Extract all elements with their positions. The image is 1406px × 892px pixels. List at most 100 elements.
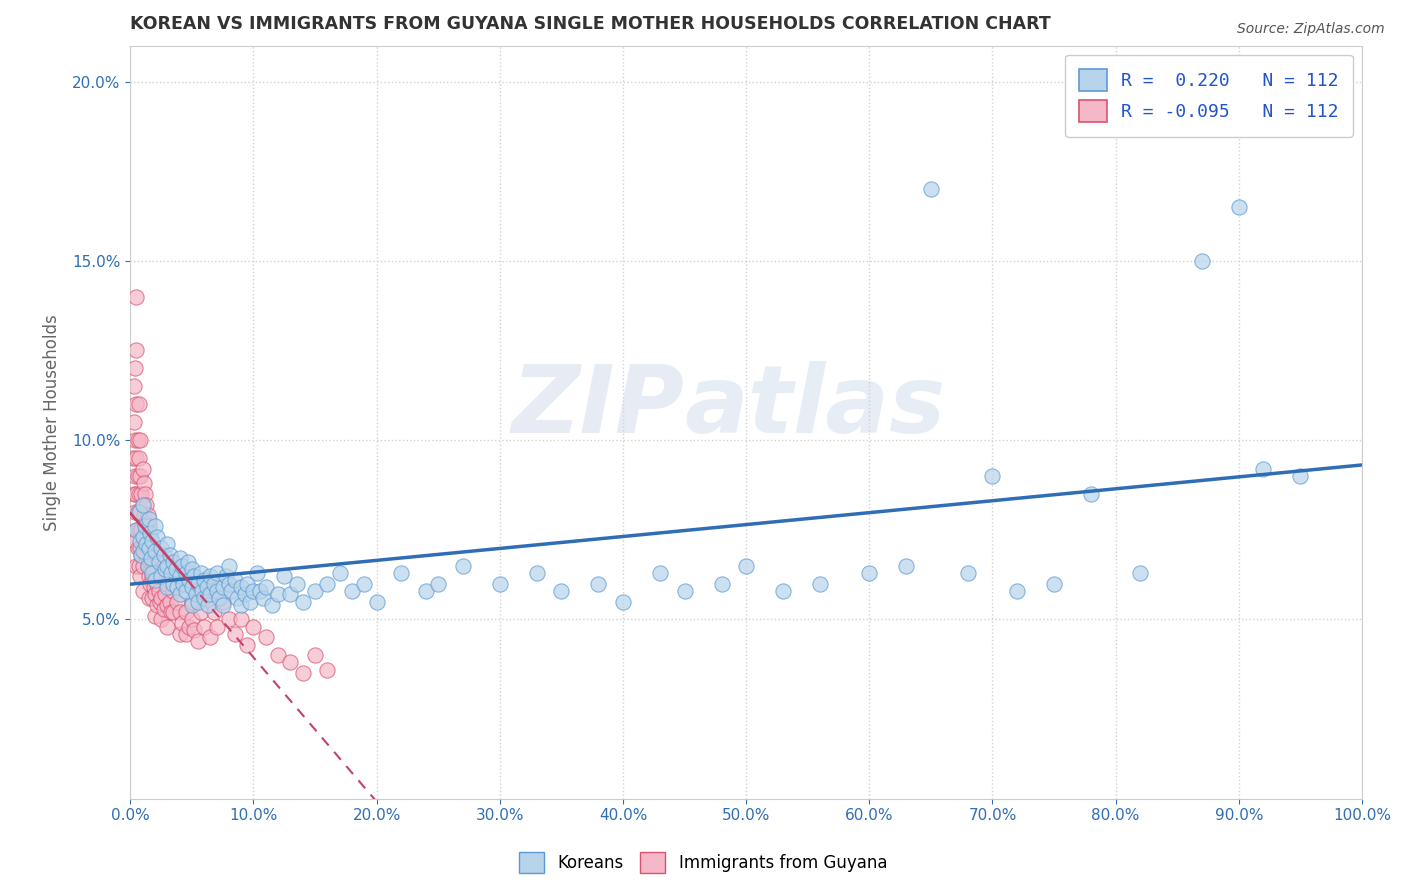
Point xyxy=(128,523,150,537)
Point xyxy=(200,569,222,583)
Point xyxy=(160,605,183,619)
Point xyxy=(150,541,173,555)
Point xyxy=(138,544,160,558)
Point xyxy=(190,605,212,619)
Point xyxy=(136,558,159,573)
Point xyxy=(132,476,155,491)
Point xyxy=(166,580,188,594)
Point xyxy=(153,562,176,576)
Point xyxy=(254,580,277,594)
Point xyxy=(129,469,152,483)
Point xyxy=(280,587,302,601)
Point xyxy=(340,583,363,598)
Point xyxy=(146,530,169,544)
Point xyxy=(124,361,146,376)
Point xyxy=(131,558,153,573)
Point xyxy=(858,566,880,580)
Point xyxy=(139,555,162,569)
Point xyxy=(141,562,163,576)
Point xyxy=(139,576,162,591)
Point xyxy=(772,583,794,598)
Point xyxy=(131,583,153,598)
Point xyxy=(187,634,209,648)
Point xyxy=(129,569,152,583)
Point xyxy=(273,569,295,583)
Point xyxy=(143,544,166,558)
Point xyxy=(150,612,173,626)
Point xyxy=(153,587,176,601)
Point xyxy=(135,537,157,551)
Point xyxy=(135,498,157,512)
Point xyxy=(184,587,207,601)
Point xyxy=(304,648,326,663)
Point xyxy=(267,648,290,663)
Point xyxy=(808,576,831,591)
Point xyxy=(231,612,253,626)
Point xyxy=(208,591,231,605)
Point xyxy=(231,580,253,594)
Point xyxy=(180,580,202,594)
Point xyxy=(146,576,169,591)
Point xyxy=(648,566,671,580)
Point xyxy=(179,573,201,587)
Point xyxy=(735,558,758,573)
Point xyxy=(149,594,172,608)
Point xyxy=(131,487,153,501)
Point xyxy=(125,397,148,411)
Point xyxy=(122,379,145,393)
Point xyxy=(141,533,163,548)
Point xyxy=(329,566,352,580)
Point xyxy=(316,663,339,677)
Point xyxy=(162,555,184,569)
Point xyxy=(211,580,233,594)
Point xyxy=(127,541,149,555)
Point xyxy=(197,583,219,598)
Point xyxy=(131,523,153,537)
Point xyxy=(138,519,160,533)
Point xyxy=(197,598,219,612)
Point xyxy=(187,594,209,608)
Point xyxy=(304,583,326,598)
Point xyxy=(291,594,314,608)
Point xyxy=(152,601,174,615)
Point xyxy=(169,587,191,601)
Point xyxy=(249,583,271,598)
Text: KOREAN VS IMMIGRANTS FROM GUYANA SINGLE MOTHER HOUSEHOLDS CORRELATION CHART: KOREAN VS IMMIGRANTS FROM GUYANA SINGLE … xyxy=(131,15,1052,33)
Point xyxy=(150,569,173,583)
Point xyxy=(129,533,152,548)
Point xyxy=(150,591,173,605)
Point xyxy=(165,562,187,576)
Point xyxy=(143,587,166,601)
Point xyxy=(193,573,215,587)
Point xyxy=(128,487,150,501)
Point xyxy=(174,583,197,598)
Y-axis label: Single Mother Households: Single Mother Households xyxy=(44,314,60,531)
Point xyxy=(141,551,163,566)
Point xyxy=(211,598,233,612)
Point xyxy=(131,498,153,512)
Point xyxy=(673,583,696,598)
Point xyxy=(415,583,437,598)
Point xyxy=(127,505,149,519)
Point xyxy=(143,566,166,580)
Point xyxy=(174,566,197,580)
Point xyxy=(128,505,150,519)
Point xyxy=(896,558,918,573)
Point xyxy=(134,519,156,533)
Point xyxy=(526,566,548,580)
Point xyxy=(125,290,148,304)
Point xyxy=(169,569,191,583)
Point xyxy=(205,583,228,598)
Point xyxy=(124,533,146,548)
Point xyxy=(156,537,179,551)
Point xyxy=(1043,576,1066,591)
Point xyxy=(218,612,240,626)
Point xyxy=(150,569,173,583)
Point xyxy=(125,523,148,537)
Point xyxy=(125,343,148,358)
Point xyxy=(124,433,146,447)
Point xyxy=(239,594,262,608)
Point xyxy=(143,608,166,623)
Point xyxy=(129,433,152,447)
Point xyxy=(710,576,733,591)
